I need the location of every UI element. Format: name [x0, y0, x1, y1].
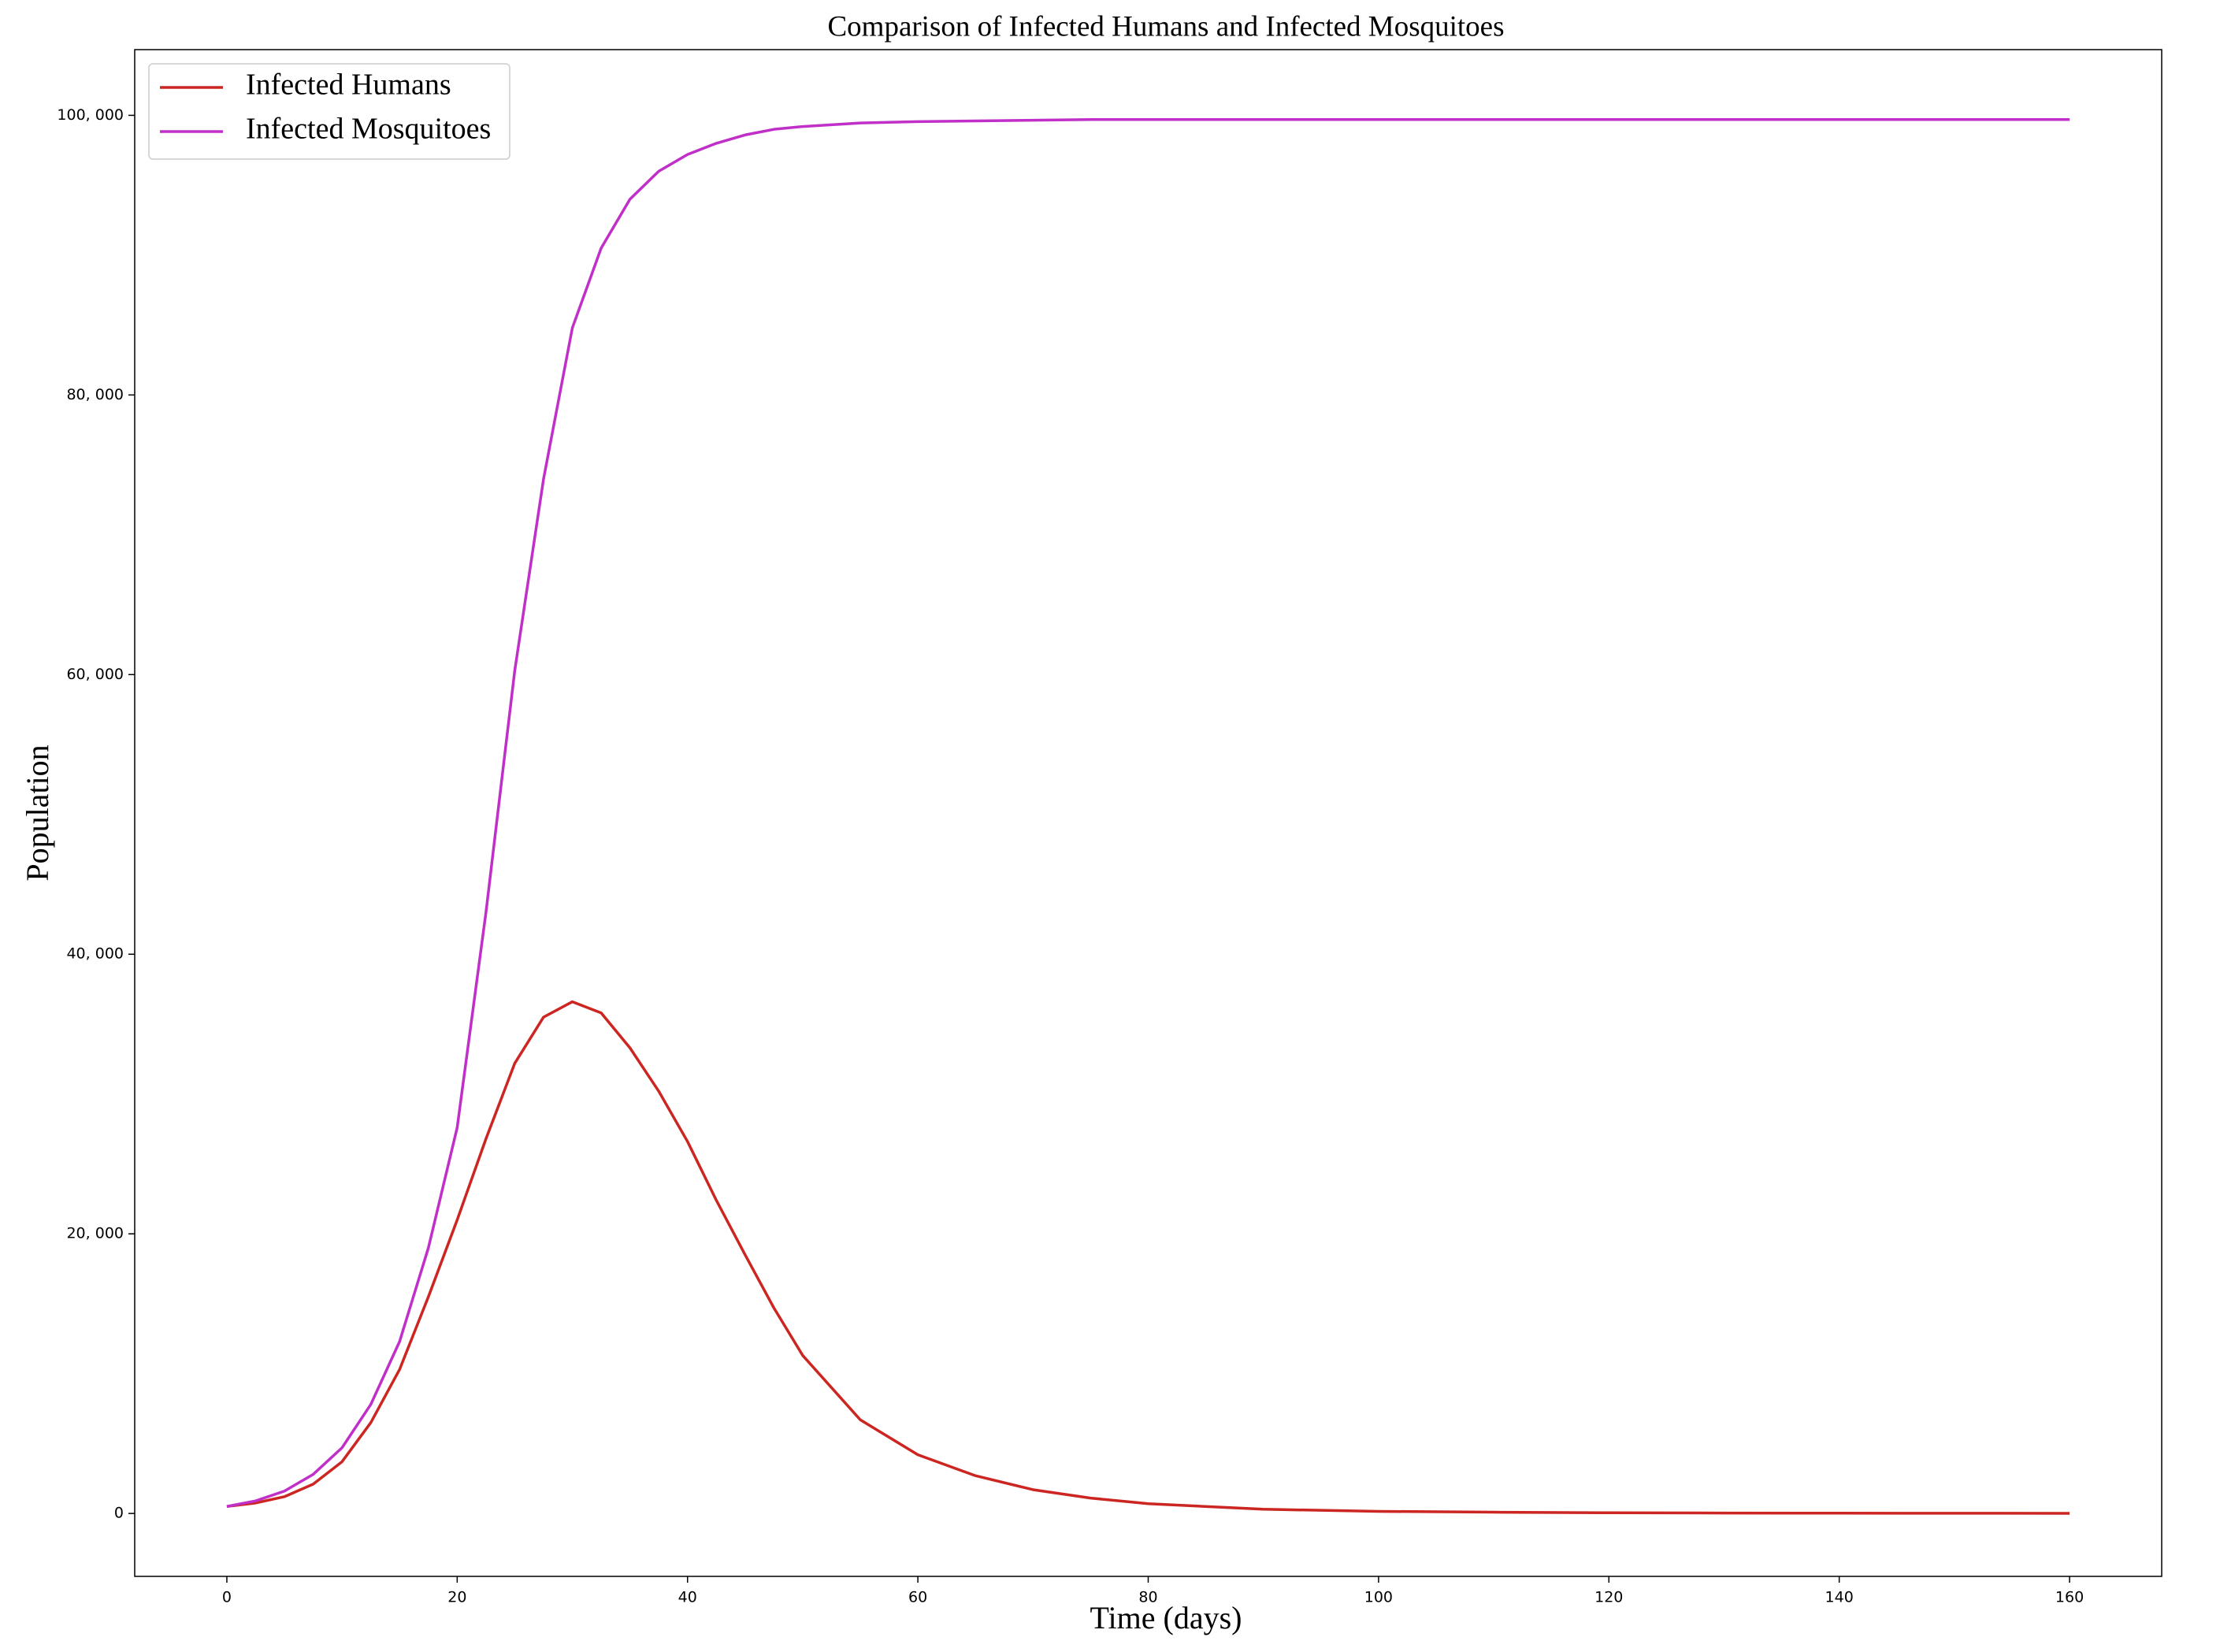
x-tick-label: 140 — [1825, 1589, 1854, 1606]
y-tick-label: 0 — [114, 1505, 124, 1522]
y-tick-label: 100, 000 — [57, 106, 124, 124]
x-tick-label: 160 — [2055, 1589, 2084, 1606]
y-tick-label: 20, 000 — [66, 1225, 124, 1242]
x-tick-label: 100 — [1364, 1589, 1393, 1606]
x-tick-label: 0 — [222, 1589, 232, 1606]
y-tick-label: 80, 000 — [66, 386, 124, 403]
y-axis-label: Population — [20, 744, 55, 881]
data-line — [226, 1000, 2070, 1515]
data-line — [226, 117, 2070, 1508]
legend-label: Infected Humans — [246, 69, 451, 102]
y-tick-label: 60, 000 — [66, 666, 124, 683]
x-tick-label: 60 — [908, 1589, 927, 1606]
legend: Infected Humans Infected Mosquitoes — [148, 63, 510, 160]
chart-title: Comparison of Infected Humans and Infect… — [827, 10, 1504, 43]
legend-label: Infected Mosquitoes — [246, 113, 491, 146]
x-axis-label: Time (days) — [1090, 1600, 1242, 1635]
x-tick-label: 80 — [1138, 1589, 1157, 1606]
x-tick-label: 120 — [1594, 1589, 1623, 1606]
y-tick-label: 40, 000 — [66, 945, 124, 963]
plot-frame — [134, 49, 2162, 1577]
x-tick-label: 40 — [678, 1589, 697, 1606]
legend-box — [148, 63, 510, 160]
x-tick-label: 20 — [447, 1589, 466, 1606]
